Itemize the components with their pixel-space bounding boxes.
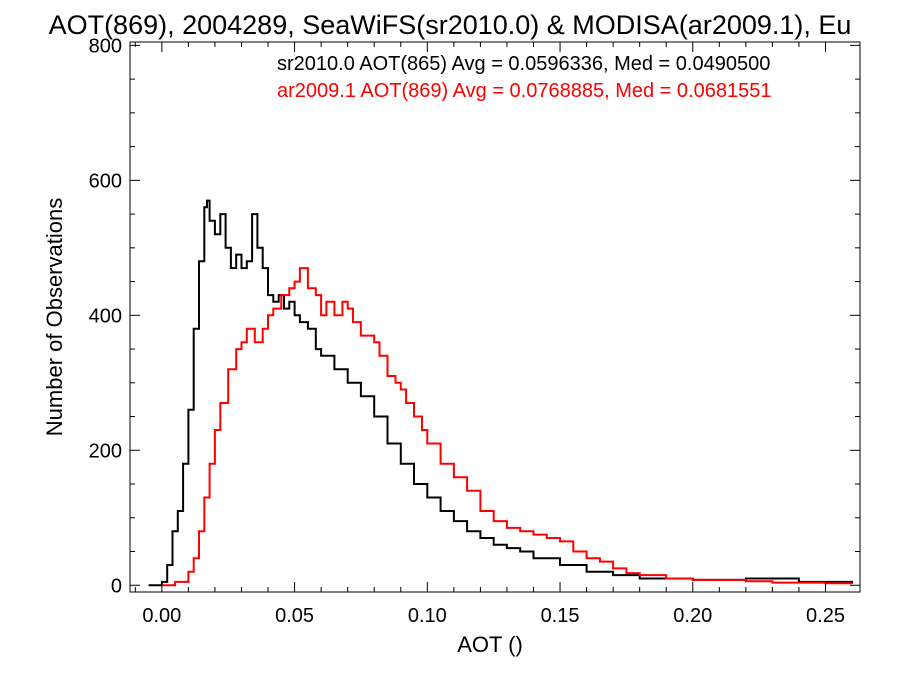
x-tick-label: 0.25	[806, 605, 845, 627]
series-layer	[148, 199, 853, 587]
chart-title: AOT(869), 2004289, SeaWiFS(sr2010.0) & M…	[49, 10, 852, 40]
legend-annotation-ar2009: ar2009.1 AOT(869) Avg = 0.0768885, Med =…	[277, 80, 771, 102]
y-axis-label: Number of Observations	[42, 198, 67, 436]
legend-annotation-sr2010: sr2010.0 AOT(865) Avg = 0.0596336, Med =…	[277, 53, 770, 75]
x-tick-label: 0.05	[275, 605, 314, 627]
y-tick-label: 0	[111, 575, 122, 597]
x-tick-label: 0.10	[408, 605, 447, 627]
x-tick-label: 0.00	[142, 605, 181, 627]
axis-ticks: 0.00 0.05 0.10 0.15 0.20 0.25 0 200 400 600 800	[89, 35, 860, 627]
x-tick-label: 0.20	[673, 605, 712, 627]
x-axis-label: AOT ()	[457, 632, 523, 657]
y-tick-label: 800	[89, 35, 122, 57]
series-line-0	[148, 199, 853, 587]
series-line-1	[161, 267, 853, 587]
y-tick-label: 200	[89, 440, 122, 462]
y-tick-label: 400	[89, 305, 122, 327]
y-tick-label: 600	[89, 170, 122, 192]
x-tick-label: 0.15	[541, 605, 580, 627]
plot-frame	[129, 41, 861, 593]
